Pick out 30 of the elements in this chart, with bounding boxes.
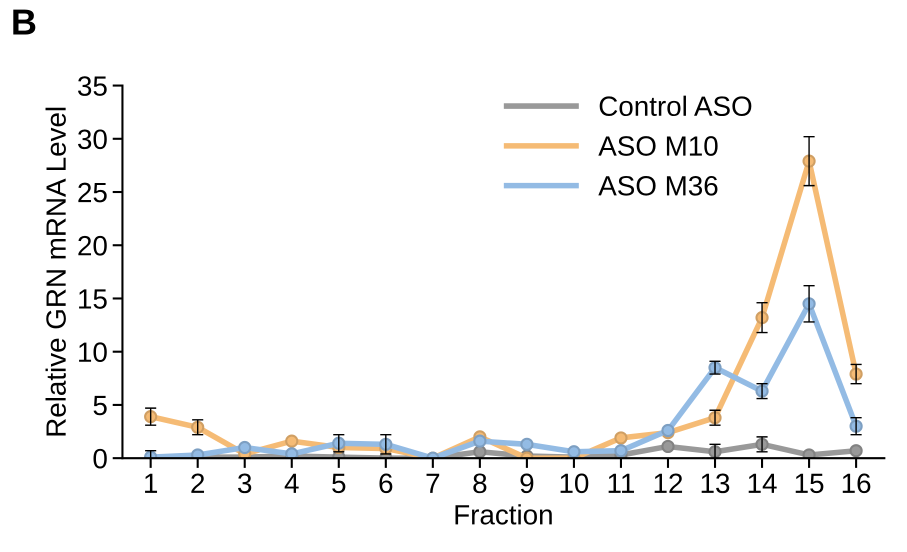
x-tick-label: 6: [380, 473, 392, 494]
legend-label: ASO M10: [598, 136, 718, 156]
x-tick-label: 8: [473, 473, 486, 494]
y-tick-label: 25: [78, 182, 107, 202]
y-tick-label: 30: [78, 129, 107, 150]
legend-label: ASO M36: [598, 176, 718, 196]
x-tick-label: 2: [191, 473, 204, 493]
y-tick-label: 10: [79, 342, 107, 362]
x-tick-label: 7: [426, 474, 440, 493]
y-tick-label: 35: [78, 76, 107, 96]
y-axis-title: Relative GRN mRNA Level: [46, 108, 66, 436]
y-tick-label: 5: [94, 396, 107, 416]
x-axis-title: Fraction: [455, 504, 552, 525]
y-tick-label: 20: [78, 236, 107, 256]
x-tick-label: 14: [748, 474, 777, 493]
y-tick-label: 15: [79, 289, 107, 309]
x-tick-label: 16: [842, 473, 870, 494]
x-tick-label: 5: [332, 474, 346, 494]
x-tick-label: 15: [796, 474, 824, 494]
x-tick-label: 4: [284, 474, 299, 493]
y-tick-label: 0: [94, 448, 107, 468]
legend-label: Control ASO: [600, 96, 752, 116]
x-tick-label: 12: [654, 473, 682, 493]
x-tick-label: 9: [520, 473, 534, 494]
x-tick-label: 1: [145, 474, 158, 493]
chart-title: B: [13, 10, 36, 34]
x-tick-label: 11: [608, 474, 634, 493]
x-tick-label: 10: [560, 473, 588, 494]
x-tick-label: 13: [702, 473, 730, 494]
x-tick-label: 3: [238, 473, 252, 494]
